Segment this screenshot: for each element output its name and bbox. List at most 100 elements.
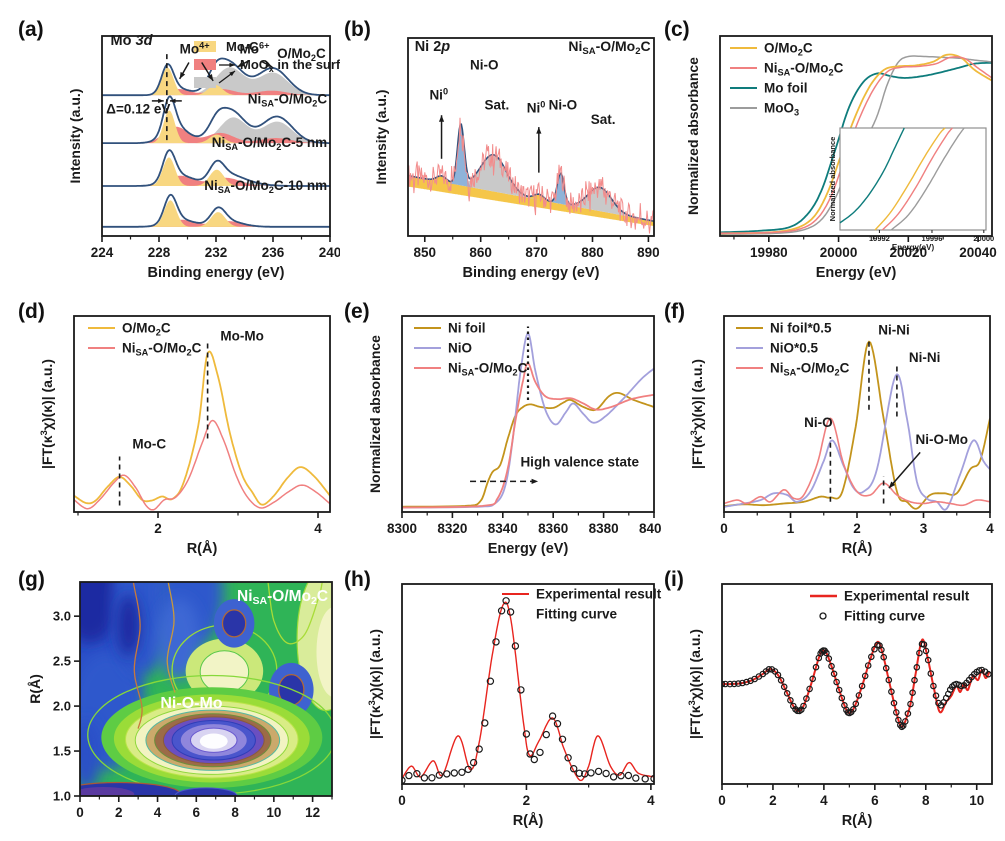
svg-text:Δ=0.12 eV: Δ=0.12 eV [106,102,170,117]
panel-c-mo-xanes: (c) 19980 20000 20020 20040 Energy (eV) Normal… [664,16,1002,294]
svg-text:19992: 19992 [869,234,890,243]
panel-c-label: (c) [664,18,690,41]
svg-text:19980: 19980 [750,245,788,260]
svg-text:2.5: 2.5 [53,654,71,669]
svg-text:Ni-O-Mo: Ni-O-Mo [916,432,968,447]
svg-text:19996: 19996 [922,234,943,243]
svg-text:6: 6 [871,793,879,808]
svg-text:Normalized absorbance: Normalized absorbance [685,57,701,215]
svg-text:228: 228 [148,245,171,260]
svg-text:Mo-C: Mo-C [132,436,166,451]
svg-text:Sat.: Sat. [591,112,616,127]
panel-h-label: (h) [344,568,371,591]
svg-text:20020: 20020 [890,245,928,260]
svg-text:8340: 8340 [488,521,518,536]
panel-a-mo3d-xps: (a) O/Mo2C NiSA-O/Mo2C NiSA-O/Mo2C-5 nm NiSA… [18,16,340,294]
svg-text:|FT(κ3χ)(κ)| (a.u.): |FT(κ3χ)(κ)| (a.u.) [687,629,703,739]
svg-text:20040: 20040 [959,245,997,260]
svg-text:Ni0: Ni0 [527,99,546,115]
svg-text:1: 1 [787,521,795,536]
svg-text:4: 4 [820,793,828,808]
svg-text:Energy (eV): Energy (eV) [488,541,569,557]
svg-text:870: 870 [525,245,548,260]
svg-text:Experimental result: Experimental result [844,589,970,604]
svg-text:1.0: 1.0 [53,789,71,804]
svg-text:Binding energy (eV): Binding energy (eV) [148,265,285,281]
svg-text:850: 850 [414,245,437,260]
panel-h-rspace-fit: (h) 0 2 4 R(Å) |FT(κ3χ)(κ)| (a.u.) Experimenta… [344,566,662,840]
svg-text:NiSA-O/Mo2C: NiSA-O/Mo2C [764,61,844,78]
svg-text:2: 2 [115,805,123,820]
svg-text:0: 0 [718,793,726,808]
svg-text:6: 6 [193,805,201,820]
svg-text:O/Mo2C: O/Mo2C [764,41,813,58]
svg-text:High valence state: High valence state [520,455,639,470]
svg-text:Mo-C: Mo-C [226,39,259,54]
svg-text:|FT(κ3χ)(κ)| (a.u.): |FT(κ3χ)(κ)| (a.u.) [689,359,705,469]
svg-text:Intensity (a.u.): Intensity (a.u.) [67,89,83,184]
svg-text:2: 2 [853,521,861,536]
svg-text:Ni foil*0.5: Ni foil*0.5 [770,321,832,336]
svg-text:NiO: NiO [448,341,472,356]
panel-e-label: (e) [344,300,370,323]
svg-text:3.0: 3.0 [53,609,71,624]
svg-text:1.5: 1.5 [53,744,71,759]
svg-text:R(Å): R(Å) [27,674,43,704]
svg-text:Ni-Ni: Ni-Ni [878,323,910,338]
svg-text:3: 3 [920,521,928,536]
chart-g-svg: 0 2 4 6 8 10 12 1.0 1.5 2.0 2.5 3.0 R(Å) NiSA-O/Mo2C N… [27,581,333,820]
svg-text:R(Å): R(Å) [842,540,873,557]
svg-text:Ni 2p: Ni 2p [415,39,451,55]
svg-text:8400: 8400 [639,521,662,536]
svg-text:NiSA-O/Mo2C-10 nm: NiSA-O/Mo2C-10 nm [204,178,327,195]
svg-text:8320: 8320 [437,521,467,536]
svg-text:8380: 8380 [589,521,619,536]
svg-text:20000: 20000 [973,234,994,243]
chart-e-svg: 8300 8320 8340 8360 8380 8400 Energy (eV) Norma… [367,315,662,557]
svg-text:NiSA-O/Mo2C: NiSA-O/Mo2C [448,361,528,378]
svg-text:NiSA-O/Mo2C: NiSA-O/Mo2C [237,588,328,607]
svg-text:8: 8 [922,793,930,808]
chart-b-svg: NiSA-O/Mo2C 850 860 870 880 890 Binding energy… [373,37,660,281]
panel-d-label: (d) [18,300,45,323]
svg-text:20000: 20000 [820,245,858,260]
svg-text:NiSA-O/Mo2C: NiSA-O/Mo2C [568,38,650,57]
chart-h-svg: 0 2 4 R(Å) |FT(κ3χ)(κ)| (a.u.) Experimental r… [367,583,662,829]
svg-text:Mo 3d: Mo 3d [111,33,154,49]
svg-text:R(Å): R(Å) [842,812,873,829]
svg-text:Ni-O-Mo: Ni-O-Mo [160,695,222,712]
svg-text:2.0: 2.0 [53,699,71,714]
svg-text:O/Mo2C: O/Mo2C [122,321,171,338]
chart-a-svg: O/Mo2C NiSA-O/Mo2C NiSA-O/Mo2C-5 nm NiSA-O/… [67,33,340,281]
panel-a-label: (a) [18,18,44,41]
panel-d-mo-exafs-ft: (d) 2 4 R(Å) |FT(κ3χ)(κ)| (a.u.) Mo-C Mo-Mo O/M… [18,298,340,564]
panel-g-wavelet-transform: (g) 0 2 4 6 8 10 12 1.0 1.5 2.0 2.5 3.0 R(Å) NiSA-O/Mo… [18,566,340,836]
svg-text:4: 4 [314,521,322,536]
panel-f-ni-exafs-ft: (f) 0 1 2 3 4 R(Å) |FT(κ3χ)(κ)| (a.u.) Ni-O Ni-Ni… [664,298,1002,564]
svg-text:240: 240 [319,245,340,260]
svg-text:2: 2 [769,793,777,808]
svg-text:2: 2 [154,521,162,536]
svg-text:|FT(κ3χ)(κ)| (a.u.): |FT(κ3χ)(κ)| (a.u.) [39,359,55,469]
panel-g-label: (g) [18,568,45,591]
svg-text:NiSA-O/Mo2C: NiSA-O/Mo2C [770,361,850,378]
svg-text:Normalized absorbance: Normalized absorbance [367,335,383,493]
svg-text:NiSA-O/Mo2C: NiSA-O/Mo2C [122,341,202,358]
svg-text:MoO3: MoO3 [764,101,799,118]
svg-text:4: 4 [986,521,994,536]
svg-text:860: 860 [469,245,492,260]
svg-text:Mo6+: Mo6+ [239,40,269,56]
svg-text:Ni-O: Ni-O [804,415,833,430]
svg-text:8: 8 [231,805,239,820]
svg-text:10: 10 [969,793,984,808]
svg-text:MoOx in the surface: MoOx in the surface [240,57,340,74]
panel-b-ni2p-xps: (b) NiSA-O/Mo2C 850 860 870 880 890 Binding ene… [344,16,662,294]
svg-text:NiO*0.5: NiO*0.5 [770,341,819,356]
svg-text:Ni0: Ni0 [429,86,448,102]
svg-text:Sat.: Sat. [485,97,510,112]
svg-text:0: 0 [720,521,728,536]
chart-f-svg: 0 1 2 3 4 R(Å) |FT(κ3χ)(κ)| (a.u.) Ni-O Ni-Ni Ni-… [689,315,994,557]
svg-text:224: 224 [91,245,114,260]
svg-text:Ni-O: Ni-O [470,58,499,73]
svg-text:Mo-Mo: Mo-Mo [220,329,263,344]
